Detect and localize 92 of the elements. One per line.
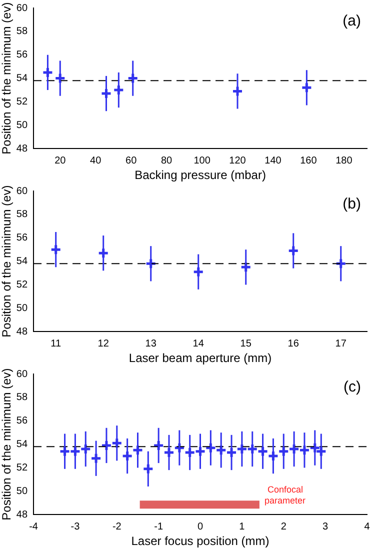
point [59, 446, 71, 458]
y-tick-label: 60 [16, 186, 28, 197]
x-tick-label: 13 [145, 338, 157, 350]
x-tick-label: 3 [322, 521, 329, 532]
x-tick-label: 40 [90, 155, 102, 166]
x-tick-label: 1 [239, 521, 246, 532]
y-tick-label: 54 [16, 256, 28, 268]
point [204, 442, 216, 454]
annotation: (b) [342, 196, 361, 213]
point [54, 72, 66, 84]
point [184, 446, 196, 458]
y-tick-label: 52 [16, 96, 28, 108]
x-tick-label: 17 [335, 338, 347, 350]
x-tick-label: 120 [229, 155, 246, 166]
point [100, 88, 112, 100]
y-tick-label: 56 [16, 416, 28, 427]
x-tick-label: 180 [336, 155, 353, 166]
point [142, 463, 154, 475]
point [267, 450, 279, 462]
x-tick-label: -3 [70, 521, 80, 532]
point [236, 443, 248, 455]
y-tick-label: 56 [16, 50, 28, 61]
y-tick-label: 48 [16, 143, 28, 154]
point [152, 440, 164, 452]
x-axis-title: Backing pressure (mbar) [134, 168, 266, 182]
point [111, 437, 123, 449]
point [278, 446, 290, 458]
y-tick-label: 54 [16, 73, 28, 84]
point [192, 266, 204, 278]
y-tick-label: 52 [16, 279, 28, 290]
point [98, 247, 110, 259]
x-tick-label: 160 [300, 155, 318, 166]
point [163, 446, 175, 458]
x-axis-title: Laser beam aperture (mm) [128, 351, 272, 366]
point [288, 245, 300, 257]
point [240, 261, 252, 273]
x-tick-label: 12 [98, 338, 110, 350]
point [226, 446, 238, 458]
annotation: (c) [344, 378, 361, 396]
point [288, 443, 300, 455]
point [246, 443, 258, 455]
x-axis-title: Laser focus position (mm) [131, 534, 270, 548]
x-tick-label: 4 [364, 521, 370, 532]
point [132, 444, 144, 456]
point [112, 84, 124, 96]
y-axis-title: Position of the minimum (ev) [0, 368, 14, 520]
y-tick-label: 56 [16, 232, 28, 244]
point [194, 446, 206, 458]
y-axis-title: Position of the minimum (ev) [0, 2, 14, 154]
x-tick-label: 11 [50, 338, 62, 350]
y-tick-label: 50 [16, 486, 28, 497]
y-tick-label: 60 [16, 2, 28, 14]
point [174, 442, 186, 454]
x-tick-label: 80 [160, 155, 173, 166]
point [122, 450, 134, 462]
x-tick-label: 16 [288, 338, 300, 350]
y-tick-label: 50 [16, 120, 28, 131]
x-tick-label: 0 [197, 521, 204, 532]
point [215, 444, 227, 456]
point [300, 82, 312, 94]
point [42, 66, 54, 78]
y-tick-label: 58 [16, 392, 28, 404]
y-tick-label: 60 [16, 368, 28, 380]
point [80, 443, 92, 455]
point [232, 85, 244, 97]
x-tick-label: 140 [264, 155, 282, 166]
y-tick-label: 50 [16, 302, 28, 314]
x-tick-label: -4 [29, 521, 38, 532]
x-tick-label: -1 [154, 521, 164, 532]
x-tick-label: 60 [126, 155, 138, 166]
x-tick-label: 2 [280, 521, 287, 532]
band-label: Confocal parameter [264, 484, 306, 506]
point [127, 72, 139, 84]
point [100, 440, 112, 452]
y-axis-title: Position of the minimum (ev) [0, 185, 14, 338]
y-tick-label: 58 [16, 209, 28, 220]
y-tick-label: 48 [16, 509, 28, 520]
x-tick-label: 14 [192, 338, 204, 350]
point [298, 444, 310, 456]
point [90, 452, 102, 464]
y-tick-label: 58 [16, 26, 28, 38]
y-tick-label: 48 [16, 326, 28, 338]
y-tick-label: 54 [16, 439, 28, 450]
y-tick-label: 52 [16, 462, 28, 474]
x-tick-label: 20 [54, 155, 66, 166]
x-tick-label: 100 [194, 155, 211, 166]
point [257, 446, 269, 458]
annotation: (a) [342, 12, 361, 30]
x-tick-label: -2 [112, 521, 122, 532]
point [69, 446, 81, 458]
point [50, 244, 62, 256]
x-tick-label: 15 [240, 338, 252, 350]
